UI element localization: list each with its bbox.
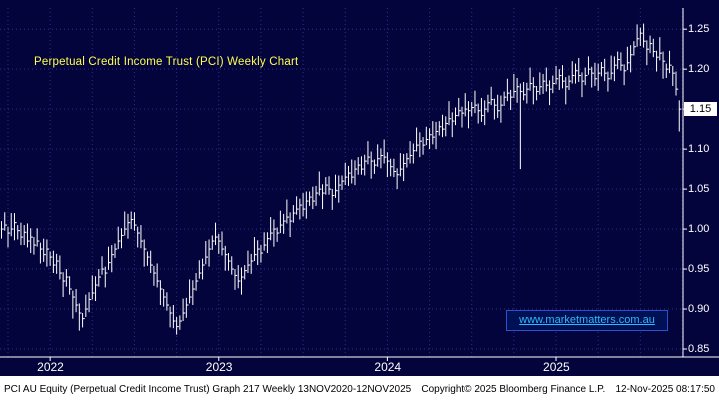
chart-canvas — [0, 8, 719, 361]
timestamp: 12-Nov-2025 08:17:50 — [615, 384, 715, 395]
x-axis-year-label: 2024 — [374, 360, 402, 374]
chart-title: Perpetual Credit Income Trust (PCI) Week… — [34, 56, 299, 68]
y-axis-tick-label: 1.05 — [688, 183, 710, 196]
security-description: PCI AU Equity (Perpetual Credit Income T… — [4, 384, 412, 395]
y-axis-tick-label: 1.00 — [688, 223, 710, 236]
y-axis-tick-label: 1.10 — [688, 143, 710, 156]
copyright-text: Copyright© 2025 Bloomberg Finance L.P. — [421, 384, 606, 395]
x-axis-year-label: 2025 — [543, 360, 570, 374]
x-axis-year-label: 2022 — [37, 360, 64, 374]
x-axis-year-label: 2023 — [205, 360, 233, 374]
y-axis-tick-label: 1.20 — [688, 63, 710, 76]
watermark-link: www.marketmatters.com.au — [506, 310, 668, 331]
y-axis-tick-label: 0.90 — [688, 303, 710, 316]
y-axis-tick-label: 0.95 — [688, 263, 710, 276]
y-axis-tick-label: 1.25 — [688, 23, 710, 36]
y-axis-tick-label: 0.85 — [688, 343, 710, 355]
chart-panel: Perpetual Credit Income Trust (PCI) Week… — [0, 8, 719, 374]
status-bar: PCI AU Equity (Perpetual Credit Income T… — [0, 376, 719, 403]
last-price-label: 1.15 — [684, 102, 717, 117]
